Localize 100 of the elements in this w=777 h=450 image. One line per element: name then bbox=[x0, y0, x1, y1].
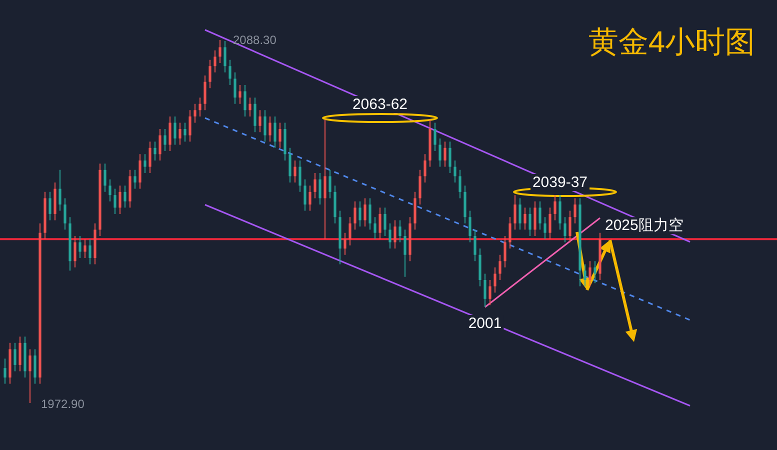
candlestick bbox=[244, 84, 246, 117]
candlestick bbox=[588, 260, 592, 287]
candlestick bbox=[438, 138, 442, 168]
candlestick bbox=[424, 154, 426, 183]
candlestick bbox=[564, 216, 566, 243]
candlestick bbox=[348, 216, 352, 246]
candlestick bbox=[514, 194, 516, 230]
candlestick bbox=[524, 207, 526, 230]
candlestick bbox=[368, 198, 372, 230]
candlestick bbox=[298, 160, 302, 192]
candlestick bbox=[154, 141, 156, 161]
annotation: 2088.30 bbox=[233, 33, 277, 47]
candlestick bbox=[28, 348, 32, 404]
candlestick bbox=[4, 358, 6, 384]
candlestick bbox=[544, 216, 546, 240]
candlestick bbox=[138, 154, 142, 190]
candlestick bbox=[78, 235, 82, 258]
candlestick bbox=[104, 163, 106, 192]
candlestick bbox=[178, 122, 182, 146]
candlestick bbox=[134, 169, 136, 190]
candlestick bbox=[254, 97, 256, 133]
candlestick bbox=[248, 97, 252, 117]
annotation: 2001 bbox=[468, 315, 502, 332]
candlestick bbox=[308, 185, 312, 212]
candlestick bbox=[274, 116, 276, 148]
candlestick bbox=[194, 103, 196, 124]
candlestick bbox=[224, 40, 226, 73]
candlestick bbox=[504, 235, 506, 268]
candlestick bbox=[88, 238, 92, 265]
candlestick bbox=[488, 280, 492, 306]
candlestick bbox=[174, 116, 176, 146]
candlestick bbox=[84, 238, 86, 258]
candlestick bbox=[124, 185, 126, 208]
candlestick bbox=[18, 336, 22, 372]
candlestick bbox=[554, 194, 556, 221]
candlestick bbox=[294, 160, 296, 183]
candlestick bbox=[328, 169, 332, 199]
candlestick bbox=[214, 50, 216, 73]
candlestick bbox=[278, 122, 282, 148]
candlestick bbox=[74, 235, 76, 268]
candlestick bbox=[454, 160, 456, 183]
candlestick bbox=[188, 110, 192, 142]
annotation: 1972.90 bbox=[41, 397, 85, 411]
candlestick bbox=[568, 210, 572, 243]
candlestick bbox=[108, 178, 112, 202]
candlestick bbox=[58, 169, 62, 212]
candlestick bbox=[184, 122, 186, 142]
candlestick bbox=[444, 141, 446, 168]
candlestick bbox=[574, 198, 576, 224]
candlestick bbox=[498, 254, 502, 281]
candlestick bbox=[448, 141, 452, 174]
ref-line-label: 2025阻力空 bbox=[605, 217, 684, 234]
candlestick bbox=[148, 141, 152, 174]
candlestick bbox=[34, 348, 36, 384]
candlestick bbox=[268, 116, 272, 142]
candlestick bbox=[538, 200, 542, 230]
candlestick bbox=[168, 116, 172, 152]
chart-title: 黄金4小时图 bbox=[588, 26, 755, 59]
candlestick bbox=[398, 220, 402, 243]
candlestick bbox=[304, 178, 306, 212]
candlestick bbox=[238, 84, 242, 104]
candlestick bbox=[144, 154, 146, 174]
candlestick bbox=[64, 198, 66, 230]
candlestick bbox=[558, 194, 562, 230]
candlestick bbox=[354, 200, 356, 230]
candlestick bbox=[258, 110, 262, 133]
candlestick bbox=[388, 222, 392, 250]
candlestick bbox=[484, 273, 486, 308]
candlestick bbox=[468, 210, 472, 243]
candlestick bbox=[434, 122, 436, 152]
candlestick bbox=[324, 119, 326, 240]
candlestick bbox=[118, 185, 122, 214]
candlestick bbox=[508, 216, 512, 250]
candlestick bbox=[458, 169, 462, 199]
candlestick bbox=[528, 207, 532, 236]
candlestick bbox=[474, 229, 476, 262]
annotation: 2063-62 bbox=[352, 96, 408, 113]
candlestick bbox=[374, 216, 376, 240]
candlestick bbox=[288, 147, 292, 183]
candlestick bbox=[494, 266, 496, 294]
candlestick bbox=[228, 59, 232, 86]
candlestick bbox=[164, 128, 166, 152]
candlestick bbox=[208, 59, 212, 89]
candlestick bbox=[404, 229, 406, 278]
candlestick bbox=[418, 169, 422, 206]
candlestick bbox=[158, 128, 162, 161]
candlestick bbox=[364, 198, 366, 228]
candlestick bbox=[14, 342, 16, 372]
annotation: 2039-37 bbox=[532, 174, 588, 191]
candlestick bbox=[378, 207, 382, 240]
candlestick bbox=[48, 191, 52, 221]
candlestick bbox=[518, 198, 522, 230]
candlestick bbox=[204, 75, 206, 111]
candlestick bbox=[594, 260, 596, 284]
candlestick bbox=[198, 97, 202, 117]
candlestick bbox=[314, 172, 316, 199]
candlestick bbox=[534, 200, 536, 236]
candlestick bbox=[218, 40, 222, 64]
candlestick bbox=[318, 172, 322, 206]
candlestick bbox=[234, 72, 236, 104]
